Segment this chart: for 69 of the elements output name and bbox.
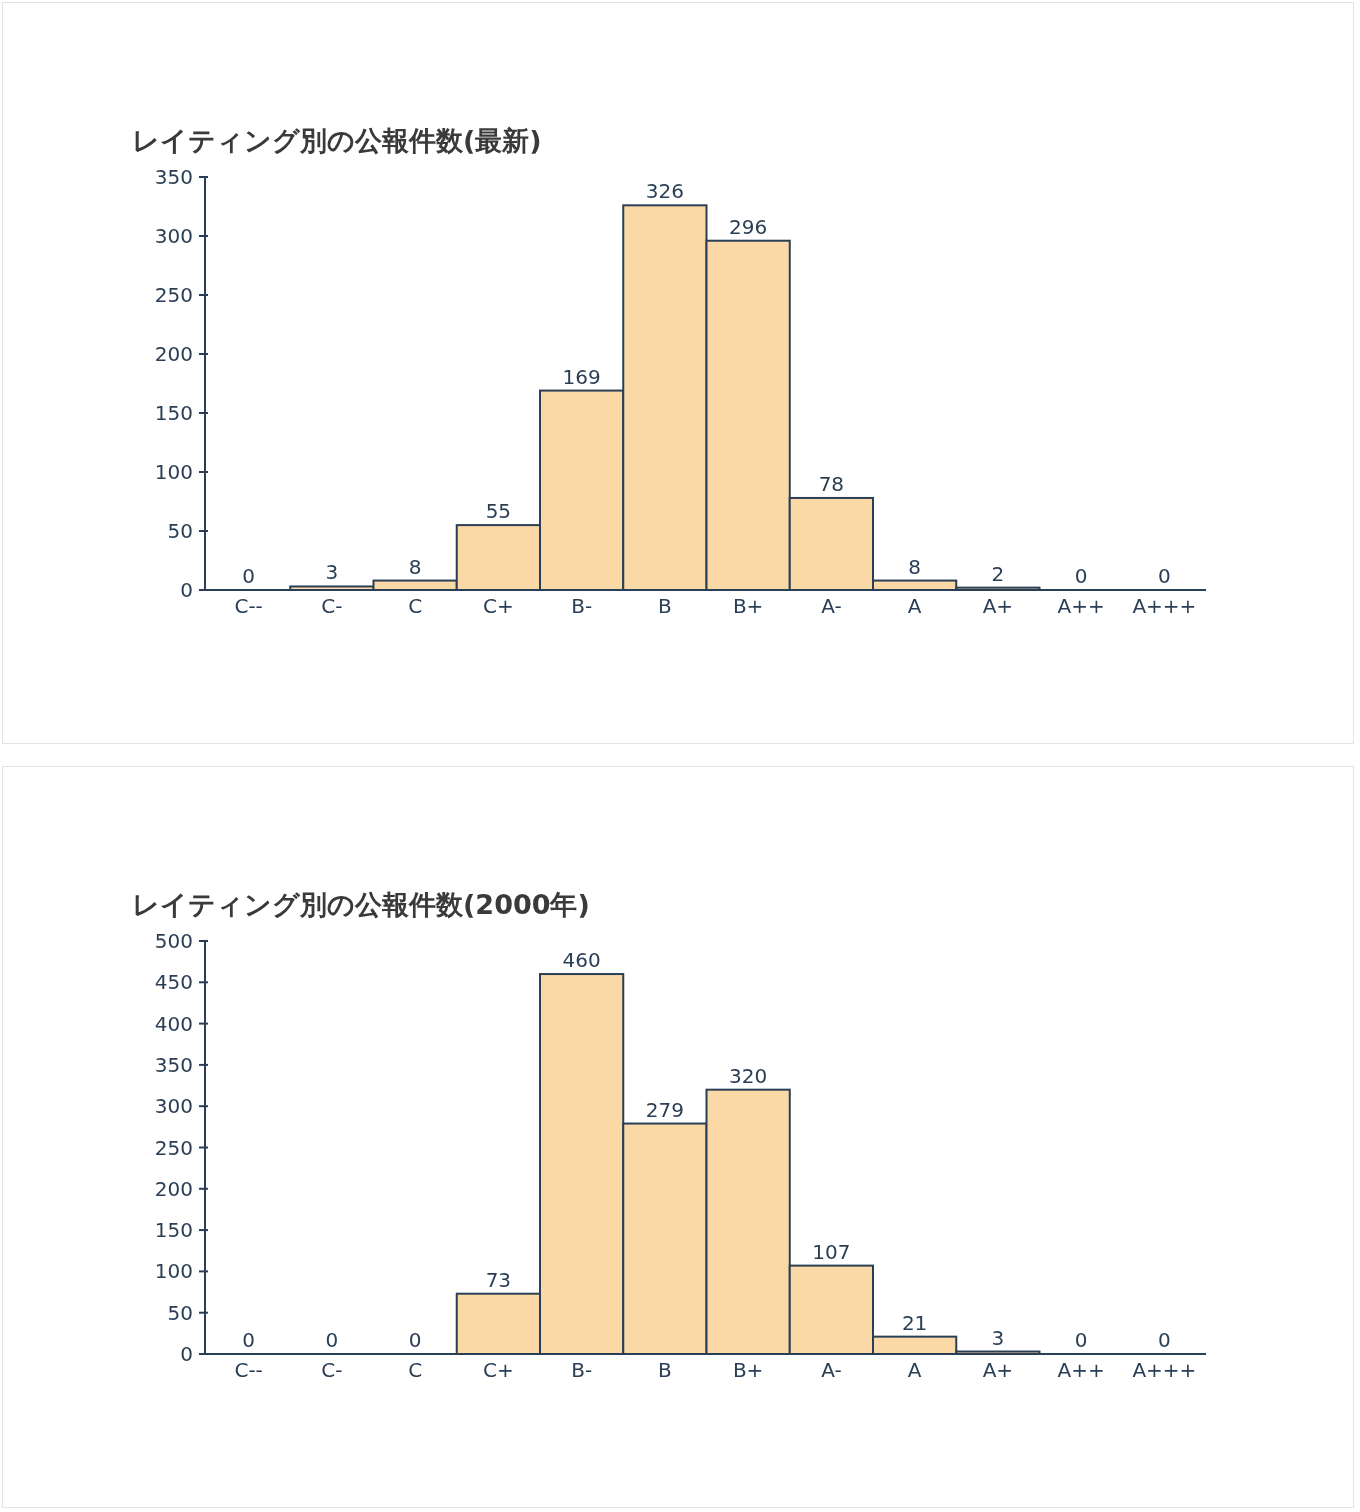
x-tick-label: C+ (483, 1358, 514, 1382)
chart-title: レイティング別の公報件数(2000年) (132, 889, 590, 920)
data-label: 21 (901, 1310, 928, 1335)
data-label: 326 (645, 179, 684, 204)
data-label: 320 (729, 1063, 768, 1088)
y-tick-label: 500 (154, 929, 193, 953)
x-tick-label: C (408, 1358, 423, 1382)
x-tick-label: B- (571, 1358, 593, 1382)
y-tick-label: 100 (154, 1259, 193, 1284)
x-tick-label: C-- (234, 594, 263, 618)
data-label: 0 (1074, 1328, 1088, 1352)
x-tick-label: A+ (982, 1358, 1014, 1382)
y-tick-label: 350 (154, 1052, 193, 1077)
x-tick-label: A- (821, 1358, 842, 1382)
x-tick-label: A++ (1057, 1358, 1105, 1382)
y-tick-label: 250 (154, 283, 193, 307)
y-tick-label: 250 (154, 1135, 193, 1160)
x-tick-label: A (907, 594, 922, 618)
y-tick-label: 450 (154, 970, 193, 995)
data-label: 0 (325, 1328, 339, 1352)
y-tick-label: 0 (180, 578, 193, 602)
chart-title: レイティング別の公報件数(最新) (132, 125, 542, 156)
x-tick-label: A+++ (1132, 594, 1197, 618)
y-tick-label: 50 (167, 1300, 193, 1325)
x-tick-label: C-- (234, 1358, 263, 1382)
y-tick-label: 100 (154, 460, 193, 484)
data-label: 279 (645, 1097, 684, 1122)
y-tick-label: 300 (154, 224, 193, 248)
x-tick-label: C- (321, 594, 343, 618)
x-tick-label: A+++ (1132, 1358, 1197, 1382)
x-tick-label: B+ (732, 594, 764, 618)
x-tick-label: B+ (732, 1358, 764, 1382)
x-tick-label: B (658, 594, 672, 618)
y-tick-label: 400 (154, 1011, 193, 1036)
x-tick-label: C+ (483, 594, 514, 618)
data-label: 169 (562, 364, 601, 389)
y-tick-label: 300 (154, 1094, 193, 1119)
data-label: 296 (729, 214, 768, 239)
data-label: 0 (1074, 564, 1088, 588)
x-tick-label: B- (571, 594, 593, 618)
data-label: 0 (1158, 1328, 1171, 1352)
data-label: 0 (408, 1328, 422, 1352)
y-tick-label: 350 (154, 165, 193, 189)
x-tick-label: B (658, 1358, 672, 1382)
data-label: 0 (242, 1328, 255, 1352)
x-tick-label: A++ (1057, 594, 1105, 618)
data-label: 78 (818, 471, 845, 496)
y-tick-label: 200 (154, 342, 193, 366)
y-tick-label: 150 (154, 401, 193, 425)
x-tick-label: C- (321, 1358, 343, 1382)
data-label: 107 (812, 1239, 851, 1264)
data-label: 8 (908, 554, 921, 579)
data-label: 8 (408, 554, 422, 579)
data-label: 460 (562, 948, 601, 973)
data-label: 0 (242, 564, 255, 588)
data-label: 3 (325, 560, 339, 585)
data-label: 3 (991, 1325, 1005, 1350)
y-tick-label: 150 (154, 1218, 193, 1243)
x-tick-label: C (408, 594, 423, 618)
x-tick-label: A- (821, 594, 842, 618)
x-tick-label: A (907, 1358, 922, 1382)
y-tick-label: 50 (167, 519, 193, 543)
y-tick-label: 0 (180, 1342, 193, 1366)
y-tick-label: 200 (154, 1176, 193, 1201)
data-label: 55 (485, 499, 512, 524)
x-tick-label: A+ (982, 594, 1014, 618)
data-label: 73 (485, 1267, 512, 1292)
data-label: 2 (991, 561, 1005, 586)
data-label: 0 (1158, 564, 1171, 588)
